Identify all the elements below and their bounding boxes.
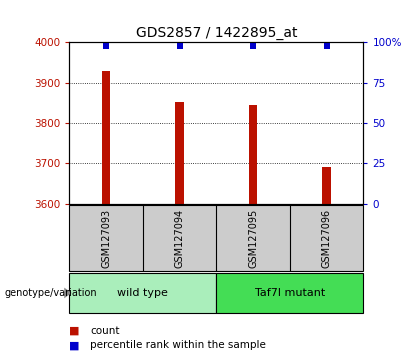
Text: genotype/variation: genotype/variation xyxy=(4,288,97,298)
Text: GSM127096: GSM127096 xyxy=(322,209,331,268)
Text: GSM127095: GSM127095 xyxy=(248,209,258,268)
Bar xyxy=(102,71,110,204)
Text: percentile rank within the sample: percentile rank within the sample xyxy=(90,340,266,350)
Text: ■: ■ xyxy=(69,326,80,336)
Title: GDS2857 / 1422895_at: GDS2857 / 1422895_at xyxy=(136,26,297,40)
Text: wild type: wild type xyxy=(117,288,168,298)
Bar xyxy=(249,105,257,204)
Text: count: count xyxy=(90,326,120,336)
Text: GSM127093: GSM127093 xyxy=(101,209,111,268)
Polygon shape xyxy=(64,287,72,298)
Bar xyxy=(69,273,216,313)
Text: GSM127094: GSM127094 xyxy=(175,209,184,268)
Text: Taf7l mutant: Taf7l mutant xyxy=(255,288,325,298)
Text: ■: ■ xyxy=(69,340,80,350)
Bar xyxy=(175,102,184,204)
Bar xyxy=(322,166,331,204)
Bar xyxy=(216,273,363,313)
